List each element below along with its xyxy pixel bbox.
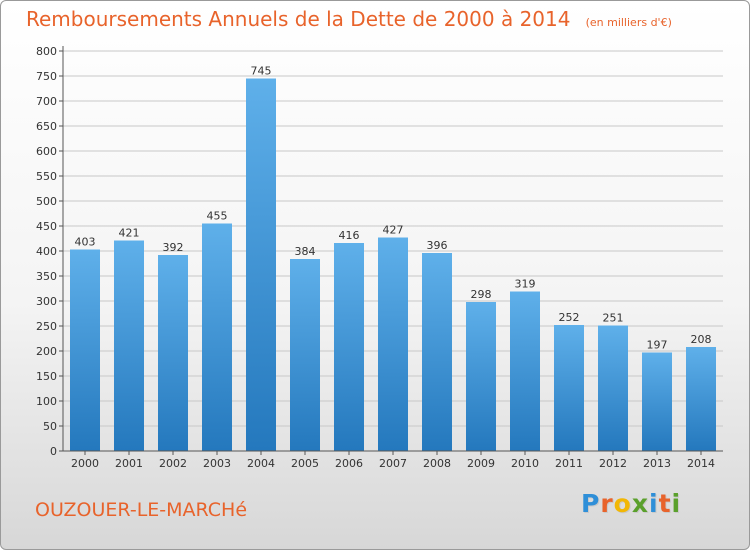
x-tick-label: 2003 — [203, 457, 231, 470]
data-label: 319 — [515, 278, 536, 291]
bar-2011 — [554, 325, 584, 451]
y-tick-label: 400 — [36, 245, 57, 258]
data-label: 421 — [119, 227, 140, 240]
bar-2013 — [642, 352, 672, 451]
y-tick-label: 450 — [36, 220, 57, 233]
x-tick-label: 2004 — [247, 457, 275, 470]
x-tick-label: 2005 — [291, 457, 319, 470]
logo-letter: r — [600, 489, 614, 518]
y-tick-label: 800 — [36, 45, 57, 58]
bars: 403 421 392 455 745 384 416 427 396 298 319 252 251 1… — [70, 65, 716, 451]
data-label: 208 — [691, 333, 712, 346]
y-tick-label: 150 — [36, 370, 57, 383]
data-label: 392 — [163, 241, 184, 254]
chart-title-unit: (en milliers d'€) — [585, 16, 672, 29]
x-tick-label: 2014 — [687, 457, 715, 470]
data-label: 251 — [603, 312, 624, 325]
logo-letter: i — [649, 489, 659, 518]
x-tick-label: 2010 — [511, 457, 539, 470]
x-tick-label: 2009 — [467, 457, 495, 470]
data-label: 396 — [427, 239, 448, 252]
bar-2005 — [290, 259, 320, 451]
y-tick-label: 100 — [36, 395, 57, 408]
x-tick-label: 2007 — [379, 457, 407, 470]
bar-2007 — [378, 237, 408, 451]
y-tick-label: 250 — [36, 320, 57, 333]
bar-2010 — [510, 291, 540, 451]
x-tick-label: 2000 — [71, 457, 99, 470]
y-tick-label: 200 — [36, 345, 57, 358]
x-tick-label: 2001 — [115, 457, 143, 470]
data-label: 745 — [251, 65, 272, 78]
y-tick-label: 300 — [36, 295, 57, 308]
data-label: 252 — [559, 311, 580, 324]
bar-2009 — [466, 302, 496, 451]
y-tick-label: 0 — [50, 445, 57, 458]
data-label: 197 — [647, 339, 668, 352]
axes: 0 50 100 150 200 250 300 350 400 450 500 550 600 650 7… — [36, 45, 723, 470]
y-tick-label: 550 — [36, 170, 57, 183]
logo-letter: o — [613, 489, 632, 518]
x-tick-label: 2008 — [423, 457, 451, 470]
proxiti-logo: Proxiti — [581, 489, 681, 518]
chart-title-main: Remboursements Annuels de la Dette de 20… — [26, 7, 571, 31]
data-label: 384 — [295, 245, 316, 258]
bar-2006 — [334, 243, 364, 451]
data-label: 427 — [383, 224, 404, 237]
y-tick-label: 600 — [36, 145, 57, 158]
bar-2002 — [158, 255, 188, 451]
bar-2001 — [114, 240, 144, 451]
y-tick-label: 650 — [36, 120, 57, 133]
bar-2000 — [70, 249, 100, 451]
data-label: 416 — [339, 229, 360, 242]
data-label: 298 — [471, 288, 492, 301]
x-tick-label: 2013 — [643, 457, 671, 470]
bar-2004 — [246, 78, 276, 451]
logo-letter: P — [581, 489, 601, 518]
data-label: 455 — [207, 210, 228, 223]
y-tick-label: 500 — [36, 195, 57, 208]
x-tick-label: 2006 — [335, 457, 363, 470]
y-tick-label: 700 — [36, 95, 57, 108]
y-tick-label: 750 — [36, 70, 57, 83]
chart-title: Remboursements Annuels de la Dette de 20… — [26, 7, 672, 31]
bar-2008 — [422, 253, 452, 451]
x-tick-label: 2011 — [555, 457, 583, 470]
logo-letter: t — [658, 489, 672, 518]
x-tick-label: 2012 — [599, 457, 627, 470]
bar-2014 — [686, 347, 716, 451]
y-tick-label: 350 — [36, 270, 57, 283]
commune-name: OUZOUER-LE-MARCHé — [35, 499, 248, 521]
logo-letter: x — [631, 489, 649, 518]
bar-2012 — [598, 325, 628, 451]
x-tick-label: 2002 — [159, 457, 187, 470]
bar-2003 — [202, 223, 232, 451]
logo-letter: i — [671, 489, 682, 518]
data-label: 403 — [75, 236, 96, 249]
y-tick-label: 50 — [43, 420, 57, 433]
